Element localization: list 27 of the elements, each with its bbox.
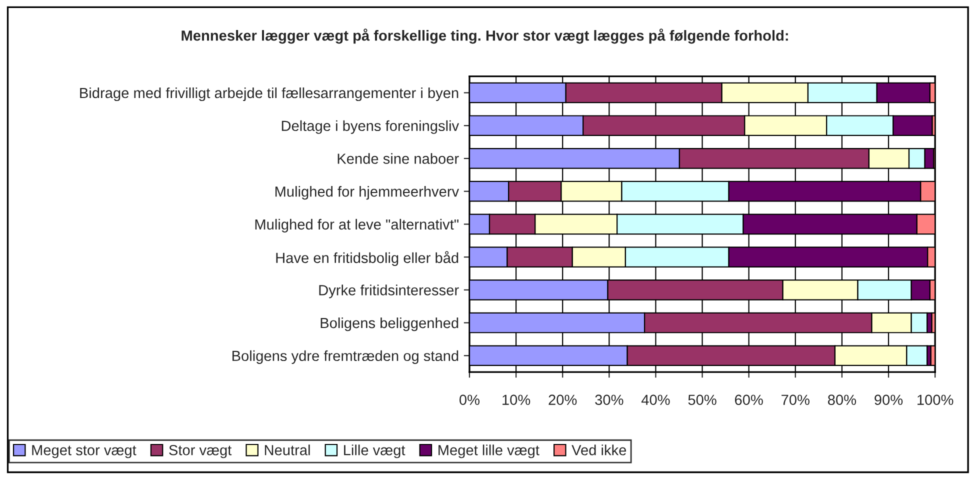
x-tick-label: 90% <box>874 394 903 405</box>
x-tick-label: 30% <box>595 394 624 405</box>
x-tick-label: 50% <box>688 394 716 405</box>
x-tick-label: 100% <box>918 394 954 405</box>
chart-title: Mennesker lægger vægt på forskellige ting. Hvor stor vægt lægges på følgende forhold: <box>182 28 788 44</box>
y-tick-label: Boligens beliggenhed <box>320 317 458 332</box>
y-tick-label: Bidrage med frivilligt arbejde til fællesarrangementer i byen <box>80 87 458 102</box>
x-tick-label: 70% <box>782 394 810 405</box>
legend-label: Meget lille vægt <box>438 444 540 458</box>
y-tick-label: Boligens ydre fremtræden og stand <box>232 350 458 364</box>
legend-label: Meget stor vægt <box>32 445 136 458</box>
legend-label: Stor vægt <box>169 444 232 458</box>
legend-label: Neutral <box>264 444 310 456</box>
x-tick-label: 20% <box>548 394 577 405</box>
x-tick-label: 60% <box>734 394 763 405</box>
y-tick-label: Deltage i byens foreningsliv <box>282 120 460 134</box>
legend-label: Lille vægt <box>344 444 406 458</box>
x-tick-label: 0% <box>460 394 480 405</box>
y-tick-label: Dyrke fritidsinteresser <box>319 284 459 298</box>
y-tick-label: Have en fritidsbolig eller båd <box>276 251 458 266</box>
legend-label: Ved ikke <box>572 444 626 456</box>
x-tick-label: 80% <box>828 394 856 405</box>
x-tick-label: 10% <box>502 394 530 405</box>
y-tick-label: Mulighed for hjemmeerhverv <box>275 186 460 200</box>
x-tick-label: 40% <box>641 394 670 405</box>
y-tick-label: Mulighed for at leve "alternativt" <box>255 218 458 232</box>
y-tick-label: Kende sine naboer <box>338 153 459 164</box>
